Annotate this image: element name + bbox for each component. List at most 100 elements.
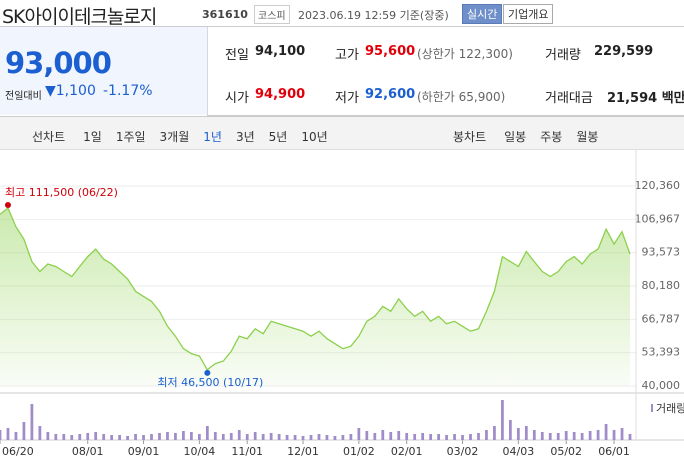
stat-value: 21,594 백만 <box>607 91 684 106</box>
volume-bar <box>564 431 568 440</box>
volume-bar <box>572 432 576 440</box>
volume-bar <box>14 432 18 440</box>
volume-bar <box>269 433 273 440</box>
x-tick-label: 06/01 <box>598 445 630 458</box>
volume-bar <box>158 433 161 440</box>
stat-value: 94,100 <box>255 44 306 59</box>
volume-bar <box>397 431 401 440</box>
volume-bar <box>588 431 592 440</box>
stat-note: (하한가 65,900) <box>417 90 506 104</box>
x-tick-label: 05/02 <box>550 445 582 458</box>
volume-bar <box>445 435 448 440</box>
volume-bar <box>309 435 313 440</box>
volume-bar <box>485 430 488 440</box>
y-tick-label: 120,360 <box>635 179 681 192</box>
volume-bar <box>389 432 393 440</box>
volume-bar <box>150 434 153 440</box>
company-button[interactable]: 기업개요 <box>503 4 554 24</box>
y-tick-label: 40,000 <box>642 379 681 392</box>
volume-bar <box>548 433 552 440</box>
volume-bar <box>620 428 624 440</box>
volume-bar <box>317 434 321 440</box>
volume-bar <box>174 433 177 440</box>
volume-bar <box>421 433 425 440</box>
stat-value: 95,600 <box>365 44 416 59</box>
volume-bar <box>190 432 193 440</box>
period-tab[interactable]: 1년 <box>203 130 222 144</box>
volume-bar <box>134 434 137 440</box>
volume-bar <box>285 435 289 440</box>
x-tick-label: 03/02 <box>447 445 479 458</box>
volume-bar <box>261 434 265 440</box>
line <box>0 207 631 371</box>
timestamp: 2023.06.19 12:59 기준(장중) <box>298 9 449 22</box>
volume-bar <box>580 433 584 440</box>
stat-label: 전일 <box>225 48 249 63</box>
period-tab[interactable]: 5년 <box>268 130 288 144</box>
period-tabs: 선차트 1일 1주일 3개월 1년 3년 5년 10년 <box>32 126 342 145</box>
stat-label: 시가 <box>225 91 249 106</box>
candle-tab[interactable]: 주봉 <box>540 130 563 144</box>
volume-bar <box>469 434 472 440</box>
volume-bar <box>0 430 2 440</box>
volume-bar <box>86 433 90 440</box>
volume-bar <box>540 432 544 440</box>
realtime-button[interactable]: 실시간 <box>462 4 503 24</box>
current-price: 93,000 <box>5 46 112 80</box>
volume-bar <box>461 435 464 440</box>
volume-bar <box>325 435 329 440</box>
candle-tab[interactable]: 월봉 <box>576 130 599 144</box>
y-tick-label: 66,787 <box>642 312 681 325</box>
stat-label: 저가 <box>335 91 359 106</box>
period-tab[interactable]: 1주일 <box>115 130 146 144</box>
volume-bar <box>453 434 456 440</box>
area <box>0 208 630 386</box>
annotation-dot <box>4 202 11 209</box>
volume-bar <box>381 430 385 440</box>
volume-bar <box>118 435 121 440</box>
period-tab[interactable]: 1일 <box>83 130 102 144</box>
volume-bar <box>166 432 169 440</box>
y-tick-label: 53,393 <box>642 346 681 359</box>
volume-bar <box>38 426 42 440</box>
volume-bar <box>78 434 82 440</box>
x-tick-label: 11/01 <box>231 445 263 458</box>
stat-value: 92,600 <box>365 87 416 102</box>
volume-bar <box>429 434 433 440</box>
period-tab[interactable]: 10년 <box>301 130 328 144</box>
volume-bar <box>612 430 616 440</box>
volume-bar <box>604 424 608 440</box>
volume-bar <box>556 433 560 440</box>
period-tab[interactable]: 3년 <box>235 130 255 144</box>
volume-bar <box>524 426 528 440</box>
volume-bar <box>197 434 201 440</box>
y-tick-label: 106,967 <box>635 212 681 225</box>
volume-bar <box>532 430 536 440</box>
tab-label: 봉차트 <box>453 130 487 144</box>
annotation: 최고 111,500 (06/22) <box>5 186 118 199</box>
volume-bar <box>102 434 106 440</box>
volume-bar <box>365 431 369 440</box>
volume-bar <box>182 431 185 440</box>
volume-bar <box>333 436 337 440</box>
x-tick-label: 12/01 <box>287 445 319 458</box>
volume-bar <box>341 435 345 440</box>
period-tab[interactable]: 3개월 <box>159 130 190 144</box>
x-tick-label: 10/04 <box>184 445 216 458</box>
annotation-dot <box>204 369 211 376</box>
y-tick-label: 80,180 <box>642 279 681 292</box>
tab-label: 선차트 <box>32 130 66 144</box>
volume-bar <box>405 433 409 440</box>
stock-name: SK아이이테크놀로지 <box>2 6 157 28</box>
x-tick-label: 06/20 <box>2 445 34 458</box>
volume-bar <box>349 434 353 440</box>
divider <box>0 26 684 27</box>
stat-label: 고가 <box>335 48 359 63</box>
volume-bar <box>46 432 50 440</box>
change-label: 전일대비 <box>5 91 42 102</box>
candle-tab[interactable]: 일봉 <box>504 130 527 144</box>
volume-bar <box>110 435 114 440</box>
volume-bar <box>70 435 74 440</box>
volume-bar <box>437 434 440 440</box>
